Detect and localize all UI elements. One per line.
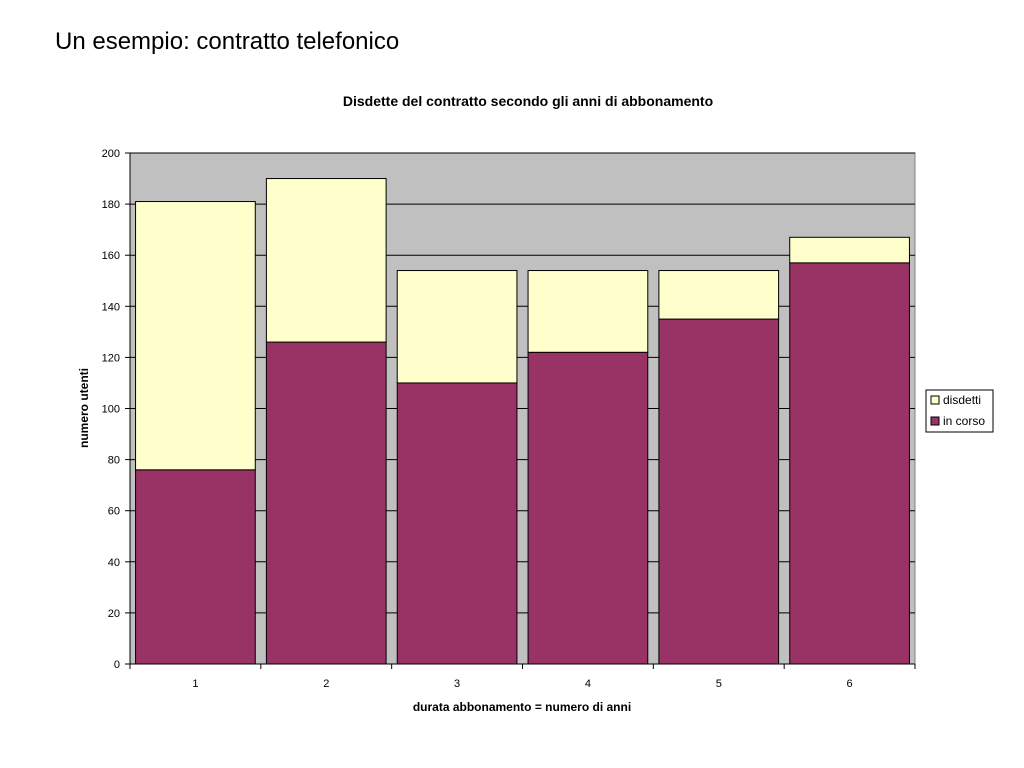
y-tick-label: 40 — [108, 557, 120, 569]
y-tick-label: 200 — [102, 148, 120, 160]
y-tick-label: 0 — [114, 659, 120, 671]
x-tick-labels: 1 2 3 4 5 6 — [192, 678, 852, 690]
x-tick-label: 4 — [585, 678, 591, 690]
y-tick-label: 20 — [108, 608, 120, 620]
x-tick-label: 3 — [454, 678, 460, 690]
legend: disdetti in corso — [925, 389, 994, 433]
legend-label-in-corso: in corso — [943, 414, 985, 428]
bar-disdetti-2 — [265, 178, 387, 343]
x-tick-label: 5 — [716, 678, 722, 690]
bar-in-corso-4 — [527, 351, 649, 665]
y-tick-label: 80 — [108, 455, 120, 467]
bar-disdetti-4 — [527, 270, 649, 353]
y-tick-label: 180 — [102, 199, 120, 211]
x-tick-label: 6 — [847, 678, 853, 690]
x-tick-label: 2 — [323, 678, 329, 690]
x-tick-label: 1 — [192, 678, 198, 690]
y-tick-label: 100 — [102, 404, 120, 416]
y-tick-label: 60 — [108, 506, 120, 518]
bar-in-corso-2 — [265, 341, 387, 665]
y-tick-label: 160 — [102, 250, 120, 262]
bar-in-corso-5 — [658, 318, 780, 665]
legend-swatch-disdetti — [930, 395, 940, 405]
bar-disdetti-1 — [135, 201, 256, 471]
bar-disdetti-5 — [658, 270, 780, 320]
x-axis-label: durata abbonamento = numero di anni — [413, 700, 631, 714]
gridlines — [130, 152, 915, 614]
axes — [125, 152, 916, 669]
legend-label-disdetti: disdetti — [943, 393, 981, 407]
bar-in-corso-6 — [789, 262, 910, 665]
y-tick-label: 140 — [102, 301, 120, 313]
bar-in-corso-1 — [135, 469, 256, 665]
bar-disdetti-6 — [789, 236, 910, 264]
legend-swatch-in-corso — [930, 416, 940, 426]
y-axis-label: numero utenti — [77, 368, 91, 448]
bars — [135, 178, 910, 665]
bar-disdetti-3 — [396, 270, 518, 384]
slide-title: Un esempio: contratto telefonico — [55, 28, 400, 55]
chart-title: Disdette del contratto secondo gli anni … — [343, 93, 713, 109]
y-tick-label: 120 — [102, 352, 120, 364]
bar-in-corso-3 — [396, 382, 518, 665]
y-tick-labels: 0 20 40 60 80 100 120 140 160 180 200 — [102, 148, 120, 671]
